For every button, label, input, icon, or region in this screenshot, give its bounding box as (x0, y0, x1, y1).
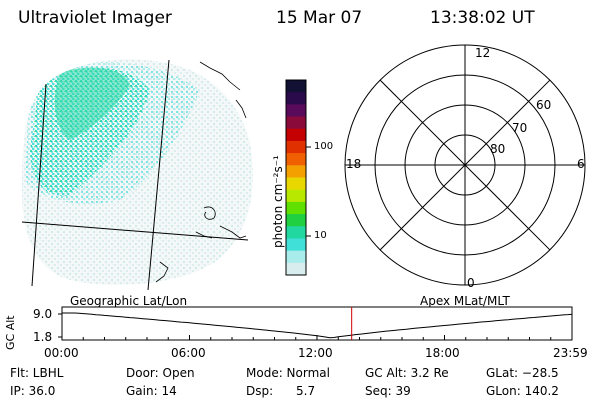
mlat-label-70: 70 (512, 121, 528, 135)
colorbar-segment (286, 80, 306, 93)
dsp-value: 5.7 (296, 384, 316, 398)
colorbar-scale (286, 80, 306, 276)
door-info: Door: Open (126, 366, 195, 380)
colorbar-segment (286, 250, 306, 264)
altitude-x-ticks (61, 335, 573, 340)
colorbar-segment (286, 104, 306, 118)
instrument-title: Ultraviolet Imager (18, 8, 172, 28)
mlt-label-0: 0 (467, 276, 475, 290)
colorbar-segment (286, 116, 306, 130)
apex-label: Apex MLat/MLT (420, 294, 510, 308)
colorbar-segment (286, 140, 306, 154)
colorbar-segment (286, 165, 306, 178)
seq-info: Seq: 39 (365, 384, 411, 398)
xtick-label-0600: 06:00 (171, 346, 206, 360)
colorbar-segment (286, 128, 306, 142)
mlat-label-60: 60 (536, 98, 552, 112)
mode-info: Mode: Normal (246, 366, 330, 380)
xtick-label-1800: 18:00 (425, 346, 460, 360)
colorbar-segment (286, 177, 306, 191)
mlt-label-12: 12 (475, 46, 491, 60)
altitude-ylabel: GC Alt (4, 315, 17, 350)
time-label: 13:38:02 UT (430, 8, 535, 28)
filter-info: Flt: LBHL (10, 366, 64, 380)
mlt-label-18: 18 (346, 157, 362, 171)
coastline (155, 61, 247, 283)
colorbar-segment (286, 201, 306, 215)
xtick-label-2359: 23:59 (553, 346, 588, 360)
date-label: 15 Mar 07 (276, 8, 363, 28)
geographic-label: Geographic Lat/Lon (70, 294, 188, 308)
gain-info: Gain: 14 (126, 384, 177, 398)
mlat-label-80: 80 (490, 142, 506, 156)
glon-info: GLon: 140.2 (486, 384, 559, 398)
mlt-line-diagonal-b (379, 79, 551, 251)
ytick-label-9: 9.0 (33, 307, 53, 321)
colorbar-frame (285, 79, 307, 276)
ytick-label-1.8: 1.8 (33, 330, 53, 344)
colorbar-segment (286, 238, 306, 252)
colorbar-segment (286, 153, 306, 166)
colorbar-segment (286, 226, 306, 239)
colorbar-tick-label-10: 10 (314, 230, 327, 241)
dsp-label: Dsp: (246, 384, 274, 398)
colorbar-tick-label-100: 100 (314, 141, 334, 152)
colorbar-segment (286, 214, 306, 227)
colorbar-segment (286, 92, 306, 105)
xtick-label-0000: 00:00 (44, 346, 79, 360)
mlt-label-6: 6 (577, 157, 585, 171)
ip-info: IP: 36.0 (10, 384, 56, 398)
altitude-curve (62, 312, 573, 339)
gc-alt-info: GC Alt: 3.2 Re (365, 366, 449, 380)
colorbar-segment (286, 262, 306, 276)
xtick-label-1200: 12:00 (298, 346, 333, 360)
auroral-emission-image (22, 59, 253, 285)
geographic-grid (21, 59, 249, 291)
colorbar-segment (286, 189, 306, 203)
glat-info: GLat: −28.5 (486, 366, 559, 380)
